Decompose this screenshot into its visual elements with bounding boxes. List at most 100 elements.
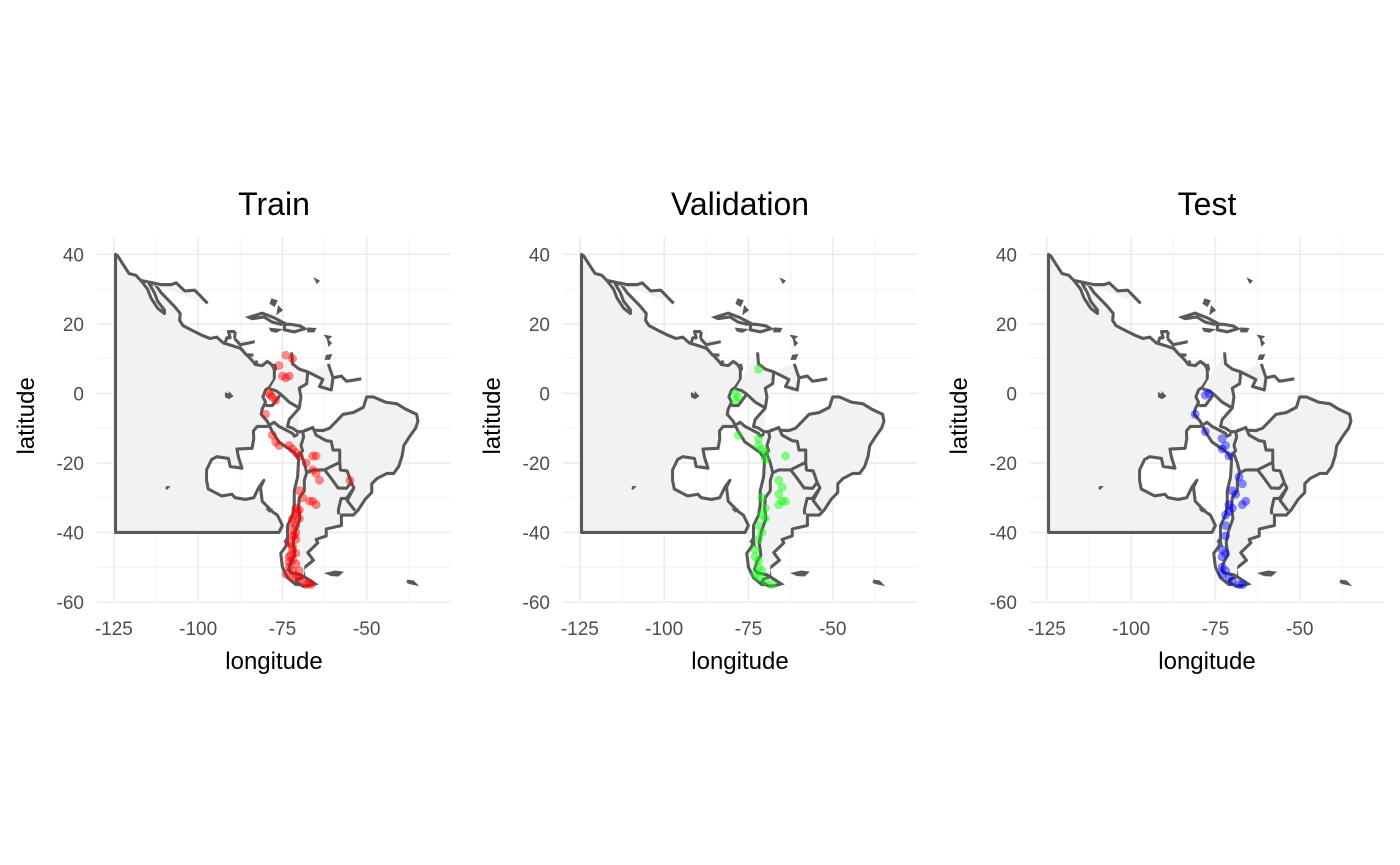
data-point: [1217, 569, 1227, 579]
data-point: [288, 524, 298, 534]
data-point: [298, 493, 308, 503]
y-tick-label: 20: [529, 315, 550, 336]
data-point: [777, 482, 787, 492]
data-point: [781, 496, 791, 506]
y-tick-label: 0: [1006, 384, 1017, 405]
data-point: [730, 395, 740, 405]
data-point: [774, 489, 784, 499]
data-point: [301, 580, 311, 590]
y-tick-label: -20: [523, 454, 550, 475]
data-point: [757, 527, 767, 537]
data-point: [294, 451, 304, 461]
panel-title: Test: [1178, 186, 1237, 222]
data-point: [277, 371, 287, 381]
data-point: [754, 364, 764, 374]
data-point: [311, 468, 321, 478]
data-point: [288, 545, 298, 555]
data-point: [754, 534, 764, 544]
data-point: [1227, 486, 1237, 496]
data-point: [294, 514, 304, 524]
y-tick-label: 40: [529, 245, 550, 266]
data-point: [274, 361, 284, 371]
data-point: [284, 441, 294, 451]
panel-test: -125 -100 -75 -50 40 20 0 -20 -40 -60 Test longitud…: [946, 186, 1384, 675]
data-point: [767, 580, 777, 590]
data-point: [345, 475, 355, 485]
x-tick-label: -50: [819, 619, 846, 640]
x-tick-label: -75: [735, 619, 762, 640]
data-point: [1221, 566, 1231, 576]
data-point: [281, 569, 291, 579]
data-point: [1234, 472, 1244, 482]
data-point: [774, 475, 784, 485]
data-point: [284, 562, 294, 572]
x-tick-label: -125: [95, 619, 133, 640]
data-point: [288, 531, 298, 541]
data-point: [274, 441, 284, 451]
data-point: [294, 505, 304, 515]
data-point: [288, 517, 298, 527]
data-point: [754, 441, 764, 451]
data-point: [1224, 451, 1234, 461]
data-point: [1217, 434, 1227, 444]
x-tick-label: -50: [1286, 619, 1313, 640]
data-point: [308, 496, 318, 506]
data-point: [294, 566, 304, 576]
data-point: [754, 434, 764, 444]
data-point: [288, 541, 298, 551]
data-point: [291, 527, 301, 537]
x-axis-title: longitude: [225, 648, 322, 675]
data-point: [1241, 496, 1251, 506]
data-point: [271, 395, 281, 405]
x-axis-title: longitude: [1158, 648, 1255, 675]
data-point: [1217, 444, 1227, 454]
data-point: [754, 555, 764, 565]
data-point: [1231, 489, 1241, 499]
data-point: [281, 373, 291, 383]
data-point: [289, 531, 299, 541]
y-tick-label: -40: [990, 523, 1017, 544]
data-point: [293, 507, 303, 517]
x-tick-label: -75: [269, 619, 296, 640]
data-point: [304, 578, 314, 588]
data-point: [288, 514, 298, 524]
data-point: [298, 576, 308, 586]
y-tick-label: 0: [539, 384, 550, 405]
x-tick-label: -100: [645, 619, 683, 640]
data-point: [1234, 580, 1244, 590]
points-train: [261, 350, 355, 590]
data-point: [1200, 427, 1210, 437]
data-point: [284, 552, 294, 562]
data-point: [750, 552, 760, 562]
y-tick-label: -20: [57, 454, 84, 475]
points-test: [1190, 388, 1251, 590]
data-point: [1227, 576, 1237, 586]
y-tick-label: -40: [523, 523, 550, 544]
data-point: [1217, 552, 1227, 562]
data-point: [281, 350, 291, 360]
data-point: [1221, 548, 1231, 558]
map-train: [113, 252, 420, 588]
data-point: [1217, 545, 1227, 555]
data-point: [1200, 390, 1210, 400]
data-point: [1221, 531, 1231, 541]
data-point: [304, 496, 314, 506]
data-point: [757, 493, 767, 503]
x-tick-label: -100: [1112, 619, 1150, 640]
data-point: [315, 475, 325, 485]
data-point: [757, 444, 767, 454]
data-point: [754, 521, 764, 531]
data-point: [733, 392, 743, 402]
y-tick-label: 20: [63, 315, 84, 336]
data-point: [284, 538, 294, 548]
data-point: [760, 576, 770, 586]
data-point: [301, 458, 311, 468]
x-axis-title: longitude: [691, 648, 788, 675]
data-point: [1221, 441, 1231, 451]
data-point: [1237, 500, 1247, 510]
data-point: [1224, 573, 1234, 583]
data-point: [294, 573, 304, 583]
panel-title: Train: [238, 186, 310, 222]
data-point: [294, 486, 304, 496]
data-point: [261, 409, 271, 419]
